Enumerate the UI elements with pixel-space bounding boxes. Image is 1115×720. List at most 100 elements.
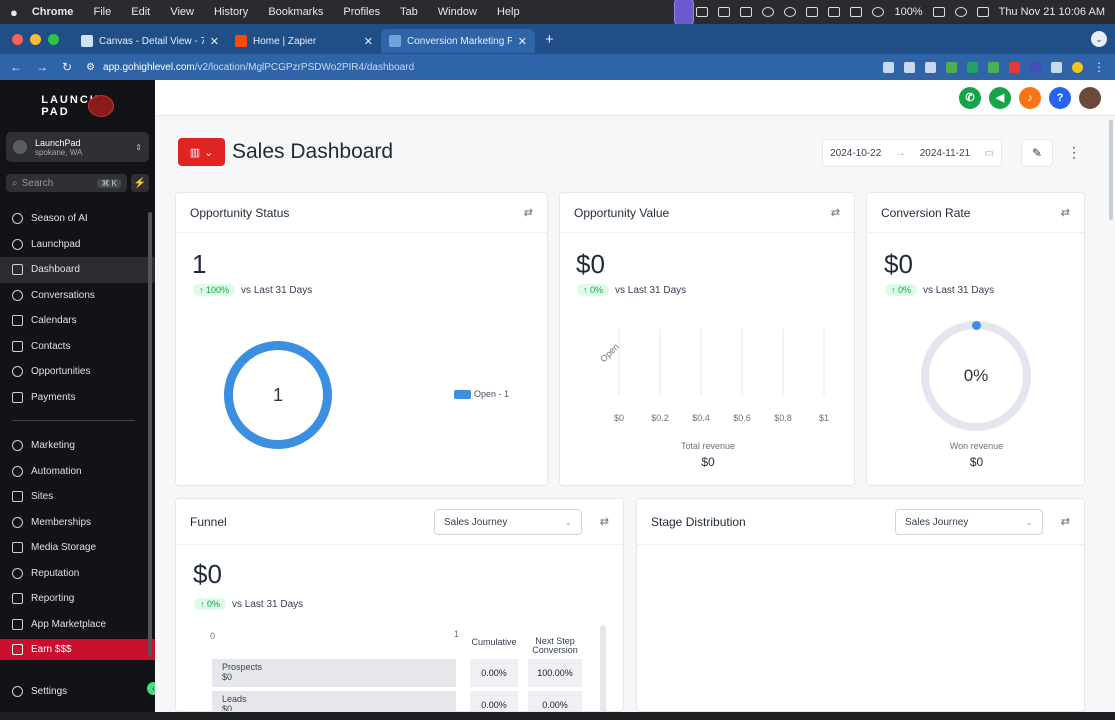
- sidebar-item-opportunities[interactable]: Opportunities: [0, 359, 155, 385]
- filter-icon[interactable]: ⇄: [1061, 206, 1070, 219]
- announcement-icon[interactable]: ◀: [989, 87, 1011, 109]
- notion-icon[interactable]: [718, 7, 730, 17]
- extension-icon[interactable]: [967, 62, 978, 73]
- sidebar-item-sites[interactable]: Sites: [0, 484, 155, 510]
- filter-icon[interactable]: ⇄: [524, 206, 533, 219]
- funnel-pipeline-select[interactable]: Sales Journey ⌄: [434, 509, 582, 535]
- tab-conversion-marketing[interactable]: Conversion Marketing Pros ✕: [381, 29, 535, 53]
- tab-canvas[interactable]: Canvas - Detail View - 7 Figur ✕: [73, 29, 227, 53]
- filter-icon[interactable]: ⇄: [1061, 515, 1070, 528]
- date-start[interactable]: 2024-10-22: [830, 148, 881, 159]
- date-range-picker[interactable]: 2024-10-22 → 2024-11-21 ▭: [822, 139, 1002, 167]
- funnel-scrollbar[interactable]: [600, 625, 606, 712]
- status-donut-chart[interactable]: 1: [224, 341, 332, 449]
- menu-history[interactable]: History: [214, 6, 248, 18]
- phone-icon[interactable]: ✆: [959, 87, 981, 109]
- menu-edit[interactable]: Edit: [131, 6, 150, 18]
- pen-icon[interactable]: [740, 7, 752, 17]
- url-field[interactable]: ⚙ app.gohighlevel.com/v2/location/MglPCG…: [86, 62, 414, 73]
- forward-icon[interactable]: →: [36, 60, 48, 74]
- notification-bell-icon[interactable]: ♪: [1019, 87, 1041, 109]
- sidebar-item-settings[interactable]: Settings: [0, 681, 155, 701]
- sidebar-item-earn[interactable]: Earn $$$: [0, 639, 155, 660]
- menubar-clock[interactable]: Thu Nov 21 10:06 AM: [999, 6, 1105, 18]
- launchpad-logo[interactable]: LAUNCH PAD: [0, 80, 155, 132]
- screen-record-icon[interactable]: [674, 0, 694, 25]
- extensions-puzzle-icon[interactable]: [1051, 62, 1062, 73]
- sidebar-item-memberships[interactable]: Memberships: [0, 510, 155, 536]
- minimize-window-button[interactable]: [30, 34, 41, 45]
- extension-icon[interactable]: [1009, 62, 1020, 73]
- close-tab-icon[interactable]: ✕: [364, 35, 373, 48]
- menu-app-name[interactable]: Chrome: [32, 6, 74, 18]
- filter-icon[interactable]: ⇄: [600, 515, 609, 528]
- sidebar-item-conversations[interactable]: Conversations: [0, 283, 155, 309]
- date-end[interactable]: 2024-11-21: [920, 148, 970, 159]
- clipboard-icon[interactable]: [850, 7, 862, 17]
- password-icon[interactable]: [883, 62, 894, 73]
- quick-action-bolt-icon[interactable]: ⚡: [131, 174, 149, 192]
- stage-pipeline-select[interactable]: Sales Journey ⌄: [895, 509, 1043, 535]
- control-center-icon[interactable]: [977, 7, 989, 17]
- sidebar-item-season-of-ai[interactable]: Season of AI: [0, 206, 155, 232]
- funnel-row-prospects[interactable]: Prospects $0: [212, 659, 456, 687]
- extension-icon[interactable]: [1030, 62, 1041, 73]
- menu-bookmarks[interactable]: Bookmarks: [268, 6, 323, 18]
- legend-item-open[interactable]: Open - 1: [454, 389, 509, 399]
- extension-icon[interactable]: [988, 62, 999, 73]
- filter-icon[interactable]: ⇄: [831, 206, 840, 219]
- back-icon[interactable]: ←: [10, 60, 22, 74]
- maximize-window-button[interactable]: [48, 34, 59, 45]
- account-switcher[interactable]: LaunchPad spokane, WA ⇕: [6, 132, 149, 162]
- menu-window[interactable]: Window: [438, 6, 477, 18]
- zoom-icon[interactable]: [904, 62, 915, 73]
- reload-icon[interactable]: ↻: [62, 60, 72, 74]
- bookmark-star-icon[interactable]: [925, 62, 936, 73]
- tab-zapier[interactable]: Home | Zapier ✕: [227, 29, 381, 53]
- conversion-gauge[interactable]: 0%: [921, 321, 1031, 431]
- sidebar-item-launchpad[interactable]: Launchpad: [0, 232, 155, 258]
- help-icon[interactable]: ?: [1049, 87, 1071, 109]
- close-tab-icon[interactable]: ✕: [210, 35, 219, 48]
- more-options-icon[interactable]: ⋮: [1067, 144, 1081, 161]
- new-tab-icon[interactable]: +: [545, 31, 554, 48]
- sidebar-scrollbar[interactable]: [148, 212, 152, 657]
- sidebar-item-reporting[interactable]: Reporting: [0, 586, 155, 612]
- menu-help[interactable]: Help: [497, 6, 520, 18]
- close-window-button[interactable]: [12, 34, 23, 45]
- volume-icon[interactable]: [828, 7, 840, 17]
- sidebar-item-payments[interactable]: Payments: [0, 385, 155, 411]
- sidebar-item-automation[interactable]: Automation: [0, 459, 155, 485]
- profile-avatar-icon[interactable]: [1072, 62, 1083, 73]
- spotlight-icon[interactable]: [955, 7, 967, 17]
- bluetooth-icon[interactable]: [806, 7, 818, 17]
- menu-profiles[interactable]: Profiles: [343, 6, 380, 18]
- focus-icon[interactable]: [784, 7, 796, 17]
- gear-icon[interactable]: [762, 7, 774, 17]
- sidebar-item-dashboard[interactable]: Dashboard: [0, 257, 155, 283]
- apple-icon[interactable]: ●: [10, 5, 18, 20]
- user-avatar[interactable]: [1079, 87, 1101, 109]
- sidebar-item-reputation[interactable]: Reputation: [0, 561, 155, 587]
- sidebar-item-contacts[interactable]: Contacts: [0, 334, 155, 360]
- menu-tab[interactable]: Tab: [400, 6, 418, 18]
- sidebar-item-media-storage[interactable]: Media Storage: [0, 535, 155, 561]
- extension-icon[interactable]: [946, 62, 957, 73]
- dashboard-switcher-button[interactable]: ▥ ⌄: [178, 138, 225, 166]
- site-info-icon[interactable]: ⚙: [86, 62, 95, 73]
- wifi-icon[interactable]: [933, 7, 945, 17]
- play-icon[interactable]: [872, 7, 884, 17]
- tab-search-icon[interactable]: ⌄: [1091, 31, 1107, 47]
- battery-level[interactable]: 100%: [894, 6, 922, 18]
- dropbox-icon[interactable]: [696, 7, 708, 17]
- sidebar-item-marketing[interactable]: Marketing: [0, 433, 155, 459]
- main-scrollbar[interactable]: [1109, 120, 1113, 220]
- search-input[interactable]: ⌕ Search ⌘ K: [6, 174, 127, 192]
- sidebar-item-calendars[interactable]: Calendars: [0, 308, 155, 334]
- close-tab-icon[interactable]: ✕: [518, 35, 527, 48]
- menu-file[interactable]: File: [93, 6, 111, 18]
- edit-dashboard-button[interactable]: ✎: [1021, 139, 1053, 167]
- funnel-row-leads[interactable]: Leads $0: [212, 691, 456, 712]
- chrome-menu-icon[interactable]: ⋮: [1093, 60, 1105, 74]
- menu-view[interactable]: View: [170, 6, 194, 18]
